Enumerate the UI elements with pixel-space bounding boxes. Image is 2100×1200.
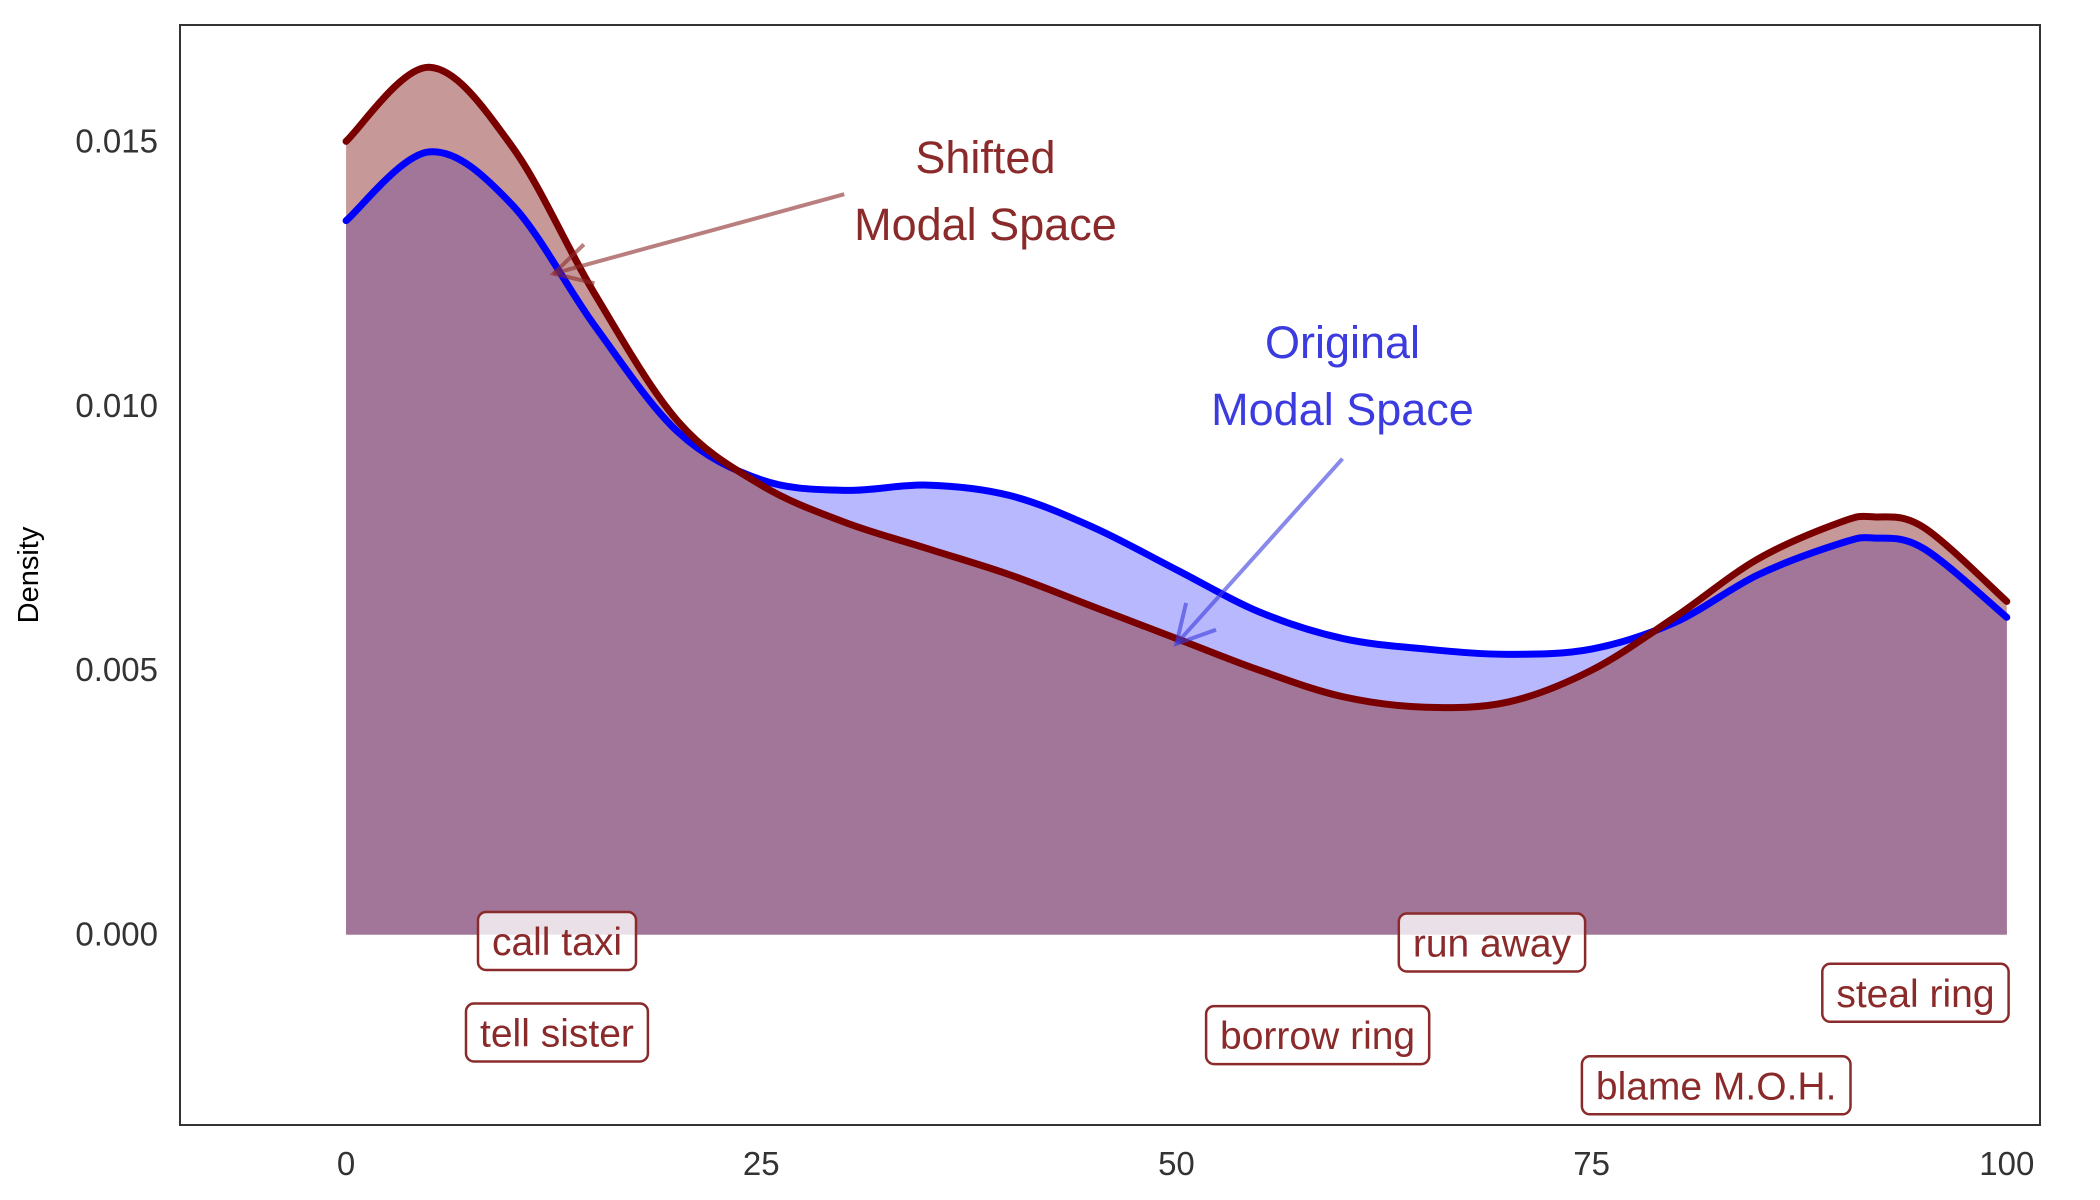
y-axis-ticks: 0.000 0.005 0.010 0.015 [75,122,158,952]
point-label-text: borrow ring [1220,1015,1415,1058]
x-tick-label: 25 [743,1145,780,1182]
x-tick-label: 100 [1979,1145,2034,1182]
point-label: borrow ring [1204,1004,1431,1066]
point-label: tell sister [464,1002,650,1063]
plot-panel-border [179,24,2041,1126]
annotation-shifted: Shifted Modal Space [549,132,1117,286]
point-label: call taxi [476,910,638,972]
y-axis-title: Density [13,526,45,623]
x-tick-label: 75 [1573,1145,1610,1182]
point-label-box [1397,912,1587,973]
y-tick-label: 0.005 [75,651,158,688]
density-line-original [342,148,2011,658]
point-label-box [1580,1055,1852,1116]
annotation-arrow-original [1174,457,1344,646]
point-label-text: steal ring [1836,973,1994,1016]
point-label-text: blame M.O.H. [1596,1065,1837,1108]
area-fills [346,67,2007,935]
point-label: blame M.O.H. [1580,1055,1852,1116]
annotation-text-original: Original [1265,317,1420,368]
annotation-text-shifted: Modal Space [854,199,1117,250]
area-fill-overlap [346,151,2007,935]
annotation-arrow-shifted [553,192,845,276]
y-tick-label: 0.000 [75,916,158,953]
point-label-text: run away [1413,923,1572,966]
point-label-box [1821,962,2010,1024]
y-tick-label: 0.015 [75,122,158,159]
x-tick-label: 50 [1158,1145,1195,1182]
annotation-text-shifted: Shifted [915,132,1055,183]
point-labels: call taxi tell sister run away borrow ring s… [464,910,2010,1116]
point-label-box [476,910,638,972]
point-label-text: tell sister [480,1012,634,1055]
y-tick-label: 0.010 [75,387,158,424]
point-label-text: call taxi [492,921,622,964]
annotation-arrowhead-original [1173,602,1217,647]
annotations: Shifted Modal Space Original Modal Space [549,132,1474,647]
x-axis-ticks: 0 25 50 75 100 [337,1145,2034,1182]
x-tick-label: 0 [337,1145,355,1182]
point-label-box [464,1002,650,1063]
point-label-box [1204,1004,1431,1066]
annotation-arrowhead-shifted [549,242,595,286]
point-label: steal ring [1821,962,2010,1024]
annotation-text-original: Modal Space [1211,384,1474,435]
point-label: run away [1397,912,1587,973]
annotation-original: Original Modal Space [1173,317,1474,647]
